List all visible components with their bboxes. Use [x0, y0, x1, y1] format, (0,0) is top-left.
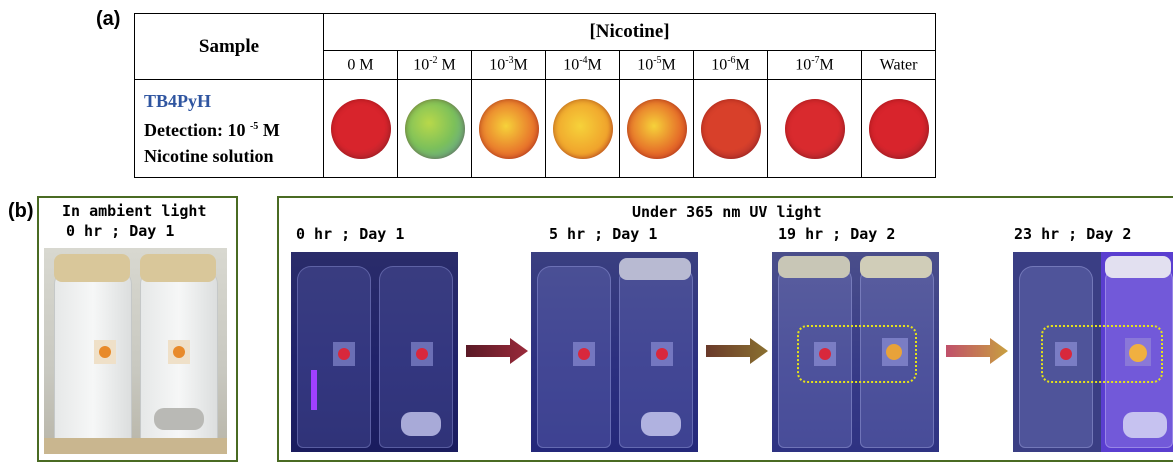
concentration-cell: 10-3M	[471, 50, 546, 80]
uv-photo-0hr	[291, 252, 458, 452]
spot-cell	[619, 79, 694, 178]
concentration-cell: 10-5M	[619, 50, 694, 80]
nicotine-header: [Nicotine]	[322, 13, 937, 51]
spot-cell	[860, 79, 937, 178]
sensor-spot	[626, 98, 687, 159]
spot-cell	[693, 79, 768, 178]
highlight-box-19hr	[797, 325, 917, 383]
sensor-spot	[868, 98, 929, 159]
probe-name: TB4PyH	[144, 91, 212, 111]
concentration-cell: Water	[860, 50, 937, 80]
uv-time-1: 0 hr ; Day 1	[296, 225, 405, 243]
uv-time-4: 23 hr ; Day 2	[1014, 225, 1132, 243]
sensor-spot	[330, 98, 391, 159]
spot-cell	[397, 79, 472, 178]
ambient-title: In ambient light	[62, 202, 207, 220]
concentration-cell: 10-2 M	[397, 50, 472, 80]
sample-description: TB4PyH Detection: 10 -5 M Nicotine solut…	[134, 79, 324, 178]
uv-photo-23hr	[1013, 252, 1173, 452]
spot-row: TB4PyH Detection: 10 -5 M Nicotine solut…	[134, 79, 937, 178]
ambient-time: 0 hr ; Day 1	[66, 222, 175, 240]
spot-cell	[471, 79, 546, 178]
panel-a-label: (a)	[96, 8, 121, 30]
sensor-spot	[552, 98, 613, 159]
concentration-cell: 0 M	[323, 50, 398, 80]
arrow-right-icon	[946, 338, 1008, 364]
concentration-cell: 10-6M	[693, 50, 768, 80]
sensor-spot	[404, 98, 465, 159]
sensor-spot	[700, 98, 761, 159]
uv-photo-5hr	[531, 252, 698, 452]
nicotine-detection-table: Sample [Nicotine] 0 M 10-2 M 10-3M 10-4M 10-…	[134, 13, 937, 178]
uv-time-2: 5 hr ; Day 1	[549, 225, 658, 243]
ambient-photo	[44, 248, 227, 454]
sensor-spot	[478, 98, 539, 159]
arrow-right-icon	[466, 338, 528, 364]
concentration-cell: 10-7M	[767, 50, 862, 80]
detection-limit: Detection: 10 -5 M	[144, 120, 280, 140]
solution-label: Nicotine solution	[144, 146, 274, 166]
arrow-right-icon	[706, 338, 768, 364]
sensor-spot	[784, 98, 845, 159]
uv-title: Under 365 nm UV light	[632, 203, 822, 221]
uv-time-3: 19 hr ; Day 2	[778, 225, 896, 243]
spot-cell	[323, 79, 398, 178]
concentration-cell: 10-4M	[545, 50, 620, 80]
spot-cell	[767, 79, 862, 178]
highlight-box-23hr	[1041, 325, 1163, 383]
sample-header: Sample	[134, 13, 324, 80]
panel-b-label: (b)	[8, 200, 34, 222]
uv-photo-19hr	[772, 252, 939, 452]
spot-cell	[545, 79, 620, 178]
